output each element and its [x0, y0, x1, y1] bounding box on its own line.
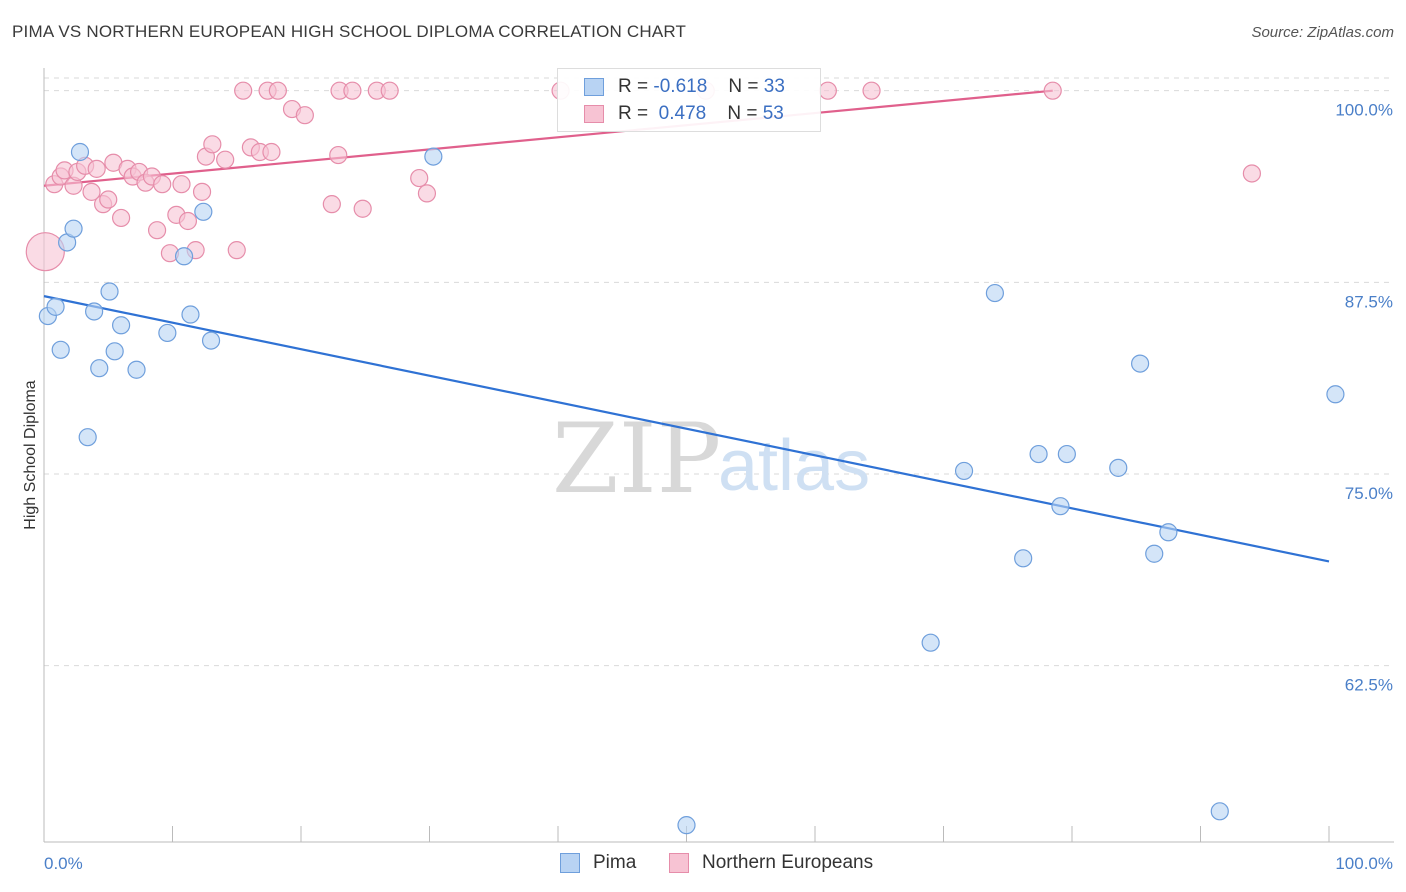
pima-point	[1145, 544, 1164, 563]
pima-point	[1057, 444, 1076, 464]
northern-europeans-points	[25, 81, 1262, 272]
pima-r-value: -0.618	[653, 76, 708, 97]
pima-point	[677, 816, 696, 835]
northern-europeans-point	[268, 81, 287, 100]
pima-point	[194, 202, 213, 221]
x-tick-label-min: 0.0%	[44, 854, 83, 873]
northern-europeans-point	[216, 150, 235, 169]
ne-r-value: 0.478	[658, 103, 707, 124]
pima-point	[111, 316, 131, 335]
northern-europeans-point	[329, 145, 348, 165]
tick-labels: 62.5% 75.0% 87.5% 100.0% 0.0% 100.0%	[44, 101, 1393, 873]
northern-europeans-point	[295, 106, 314, 125]
northern-europeans-point	[178, 211, 198, 231]
y-tick-label: 87.5%	[1345, 292, 1393, 311]
pima-point	[201, 331, 221, 350]
northern-europeans-point	[343, 81, 362, 100]
northern-europeans-point	[818, 81, 837, 100]
pima-point	[985, 283, 1005, 303]
y-tick-label: 75.0%	[1345, 484, 1393, 503]
northern-europeans-point	[87, 159, 106, 178]
pima-point	[105, 342, 124, 361]
x-tick-label-max: 100.0%	[1335, 854, 1393, 873]
watermark-atlas: atlas	[718, 426, 870, 506]
legend-text-northern-europeans: R = 0.478 N = 53	[618, 103, 784, 125]
northern-europeans-point	[353, 199, 372, 218]
northern-europeans-point	[25, 232, 65, 272]
northern-europeans-point	[111, 208, 131, 228]
northern-europeans-point	[82, 182, 101, 201]
pima-legend-label: Pima	[593, 852, 637, 873]
pima-n-value: 33	[763, 76, 785, 97]
pima-point	[954, 461, 974, 481]
northern-europeans-point	[147, 221, 167, 240]
northern-europeans-point	[417, 184, 437, 203]
northern-europeans-point	[410, 168, 429, 188]
pima-point	[181, 305, 200, 324]
pima-point	[424, 147, 443, 166]
northern-europeans-point	[322, 195, 341, 214]
pima-point	[46, 297, 65, 316]
pima-trend-line	[43, 295, 1330, 563]
pima-point	[1051, 497, 1070, 516]
northern-europeans-point	[380, 81, 399, 100]
y-tick-label: 62.5%	[1345, 676, 1393, 695]
watermark: ZIP atlas	[552, 403, 870, 515]
pima-point	[921, 633, 940, 652]
pima-point	[1109, 458, 1128, 477]
pima-r-label: R =	[618, 76, 649, 97]
pima-point	[51, 340, 70, 359]
northern-europeans-trend-line	[43, 89, 1053, 187]
pima-point	[1210, 802, 1229, 821]
northern-europeans-point	[172, 175, 191, 194]
northern-europeans-point	[234, 81, 253, 100]
pima-point	[127, 360, 146, 379]
northern-europeans-point	[862, 81, 881, 100]
pima-point	[158, 323, 177, 343]
pima-point	[1029, 444, 1048, 464]
pima-point	[78, 428, 97, 447]
pima-point	[174, 247, 194, 266]
northern-europeans-point	[1242, 164, 1262, 183]
pima-swatch	[584, 78, 604, 96]
northern-europeans-point	[153, 175, 172, 194]
source-label: Source: ZipAtlas.com	[1251, 24, 1394, 41]
stats-legend: R = -0.618 N = 33 R = 0.478 N = 53	[557, 68, 821, 132]
pima-points	[38, 142, 1345, 835]
pima-legend-swatch	[560, 853, 580, 873]
legend-text-pima: R = -0.618 N = 33	[618, 76, 785, 98]
watermark-zip: ZIP	[552, 403, 721, 515]
northern-europeans-point	[203, 135, 222, 154]
northern-europeans-point	[192, 182, 212, 201]
chart-title: PIMA VS NORTHERN EUROPEAN HIGH SCHOOL DI…	[12, 22, 687, 41]
northern-europeans-swatch	[584, 105, 604, 123]
y-tick-label: 100.0%	[1335, 101, 1393, 120]
pima-n-label: N =	[728, 76, 759, 97]
pima-point	[64, 219, 83, 238]
pima-point	[100, 282, 119, 301]
pima-point	[1131, 354, 1150, 373]
pima-point	[1014, 549, 1033, 568]
pima-point	[1159, 523, 1178, 542]
pima-point	[90, 359, 109, 378]
northern-europeans-point	[1043, 81, 1062, 100]
axes	[43, 68, 1394, 843]
ne-legend-label: Northern Europeans	[702, 852, 874, 873]
pima-point	[1326, 385, 1345, 404]
pima-point	[70, 142, 90, 162]
ne-n-label: N =	[727, 103, 758, 124]
pima-point	[85, 302, 104, 321]
northern-europeans-point	[99, 190, 118, 209]
ne-legend-swatch	[669, 853, 689, 873]
ne-n-value: 53	[762, 103, 784, 124]
northern-europeans-point	[227, 241, 246, 260]
northern-europeans-point	[262, 142, 281, 162]
y-axis-title: High School Diploma	[22, 380, 39, 530]
trend-lines	[43, 89, 1330, 563]
ne-r-label: R =	[618, 103, 649, 124]
